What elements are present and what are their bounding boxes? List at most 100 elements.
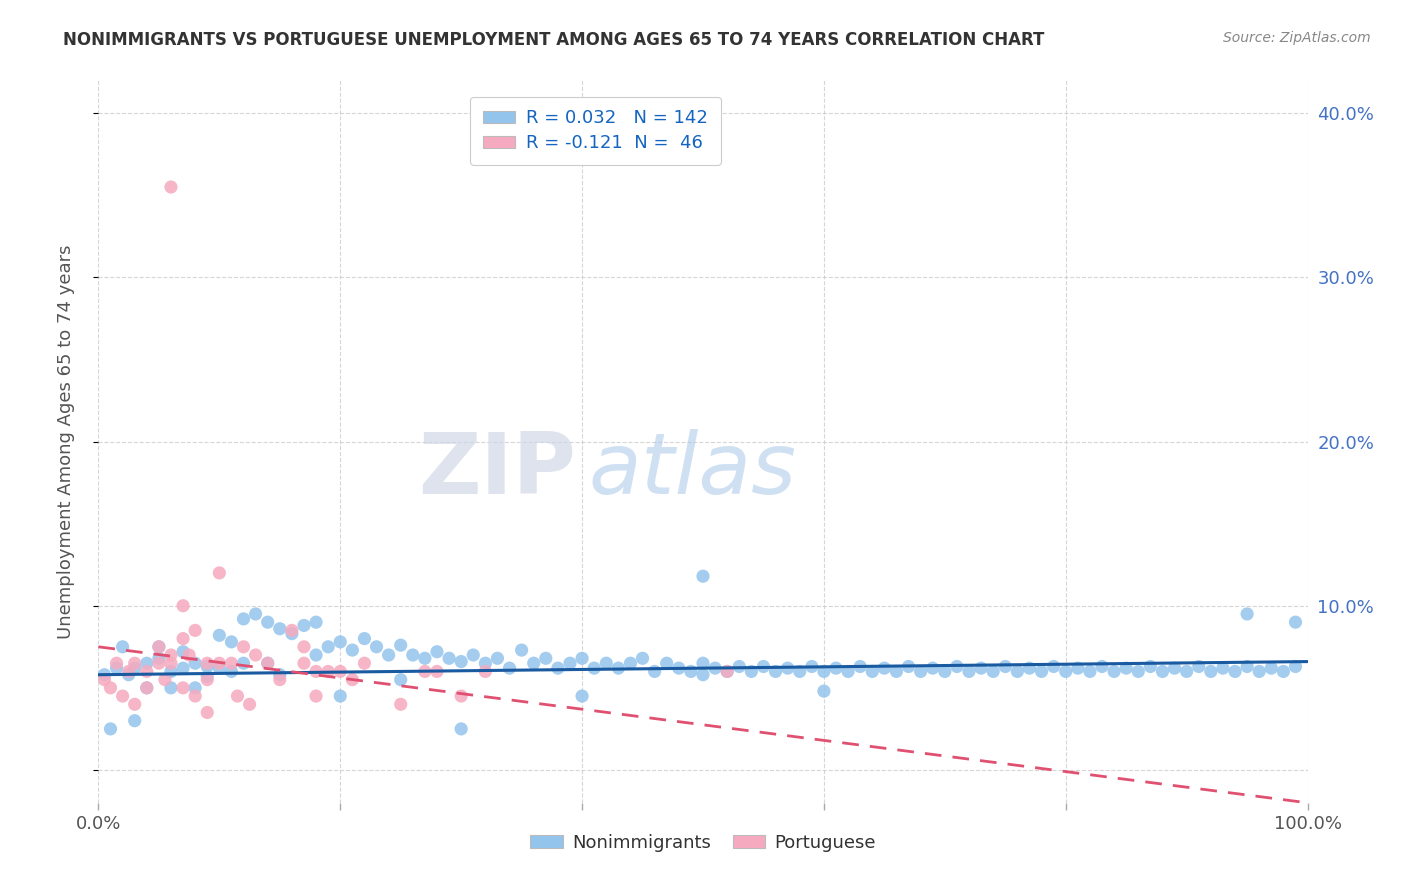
Point <box>389 673 412 687</box>
Point <box>305 689 328 703</box>
Point <box>946 659 969 673</box>
Point <box>789 665 811 679</box>
Point <box>897 659 920 673</box>
Legend: Nonimmigrants, Portuguese: Nonimmigrants, Portuguese <box>523 826 883 859</box>
Point <box>692 569 714 583</box>
Point <box>716 665 738 679</box>
Point <box>728 659 751 673</box>
Point <box>353 657 375 671</box>
Point <box>413 651 436 665</box>
Point <box>160 681 183 695</box>
Point <box>1042 659 1064 673</box>
Point <box>1249 665 1271 679</box>
Point <box>153 673 176 687</box>
Point <box>124 698 146 712</box>
Point <box>402 648 425 662</box>
Point <box>437 651 460 665</box>
Point <box>208 566 231 580</box>
Point <box>800 659 823 673</box>
Point <box>813 665 835 679</box>
Point <box>160 665 183 679</box>
Point <box>1212 661 1234 675</box>
Point <box>474 665 496 679</box>
Point <box>1102 665 1125 679</box>
Point <box>118 665 141 679</box>
Point <box>316 665 339 679</box>
Point <box>1128 665 1150 679</box>
Point <box>692 667 714 681</box>
Point <box>353 632 375 646</box>
Point <box>692 657 714 671</box>
Point <box>135 681 157 695</box>
Point <box>292 618 315 632</box>
Point <box>105 657 128 671</box>
Point <box>245 607 267 621</box>
Point <box>426 665 449 679</box>
Point <box>631 651 654 665</box>
Point <box>256 615 278 630</box>
Point <box>1078 665 1101 679</box>
Point <box>366 640 388 654</box>
Point <box>1223 665 1246 679</box>
Point <box>160 657 183 671</box>
Point <box>172 632 194 646</box>
Point <box>208 657 231 671</box>
Point <box>342 673 364 687</box>
Point <box>269 667 291 681</box>
Point <box>148 640 170 654</box>
Point <box>1163 661 1185 675</box>
Point <box>256 657 278 671</box>
Text: NONIMMIGRANTS VS PORTUGUESE UNEMPLOYMENT AMONG AGES 65 TO 74 YEARS CORRELATION C: NONIMMIGRANTS VS PORTUGUESE UNEMPLOYMENT… <box>63 31 1045 49</box>
Point <box>135 681 157 695</box>
Point <box>100 681 122 695</box>
Point <box>195 669 218 683</box>
Point <box>595 657 617 671</box>
Point <box>1139 659 1161 673</box>
Point <box>269 673 291 687</box>
Point <box>1284 615 1306 630</box>
Point <box>269 622 291 636</box>
Point <box>1284 659 1306 673</box>
Point <box>172 681 194 695</box>
Point <box>413 665 436 679</box>
Point <box>886 665 908 679</box>
Point <box>124 657 146 671</box>
Point <box>281 624 304 638</box>
Point <box>837 665 859 679</box>
Point <box>1152 665 1174 679</box>
Text: Source: ZipAtlas.com: Source: ZipAtlas.com <box>1223 31 1371 45</box>
Point <box>910 665 932 679</box>
Point <box>776 661 799 675</box>
Point <box>765 665 787 679</box>
Point <box>849 659 872 673</box>
Point <box>1018 661 1040 675</box>
Point <box>377 648 399 662</box>
Point <box>172 599 194 613</box>
Point <box>547 661 569 675</box>
Point <box>93 667 115 681</box>
Point <box>450 722 472 736</box>
Point <box>111 640 134 654</box>
Point <box>389 638 412 652</box>
Point <box>740 665 762 679</box>
Point <box>329 665 352 679</box>
Point <box>1067 661 1090 675</box>
Point <box>281 626 304 640</box>
Point <box>679 665 702 679</box>
Point <box>93 673 115 687</box>
Point <box>523 657 546 671</box>
Point <box>668 661 690 675</box>
Point <box>1054 665 1077 679</box>
Point <box>221 635 243 649</box>
Point <box>450 689 472 703</box>
Point <box>389 698 412 712</box>
Point <box>1260 661 1282 675</box>
Point <box>752 659 775 673</box>
Point <box>994 659 1017 673</box>
Point <box>100 722 122 736</box>
Point <box>179 648 201 662</box>
Point <box>329 689 352 703</box>
Point <box>135 665 157 679</box>
Point <box>232 612 254 626</box>
Y-axis label: Unemployment Among Ages 65 to 74 years: Unemployment Among Ages 65 to 74 years <box>56 244 75 639</box>
